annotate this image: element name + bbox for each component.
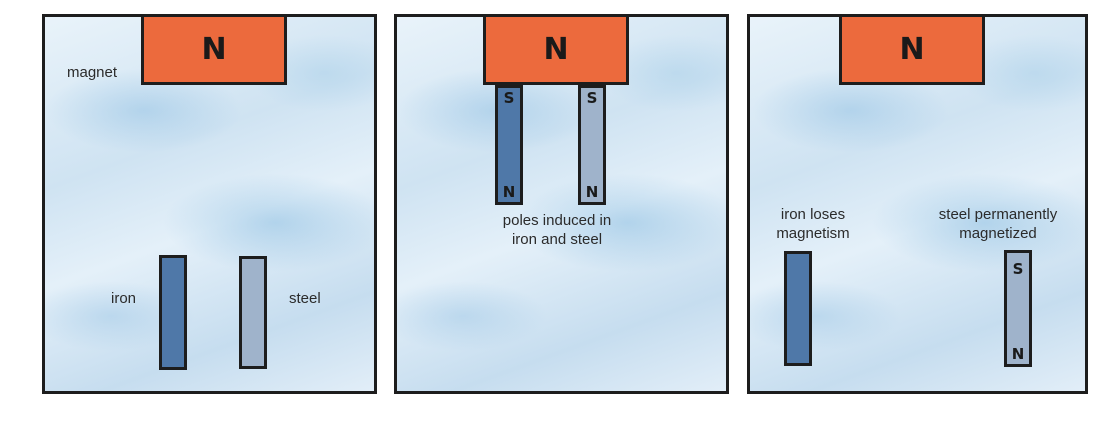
steel-bar-induced: S N xyxy=(578,85,606,205)
steel-caption: steel permanently magnetized xyxy=(918,205,1078,243)
steel-caption-line-1: steel permanently xyxy=(938,206,1058,223)
steel-north-pole-label: N xyxy=(585,183,599,201)
iron-bar-induced: S N xyxy=(495,85,523,205)
iron-caption-line-1: iron loses xyxy=(780,206,846,223)
iron-caption: iron loses magnetism xyxy=(758,205,868,243)
induced-caption: poles induced in iron and steel xyxy=(457,211,657,249)
magnet-north-pole-label: N xyxy=(201,32,227,67)
magnet: N xyxy=(141,17,287,85)
induced-caption-line-1: poles induced in xyxy=(502,212,612,229)
steel-south-pole-label: S xyxy=(586,89,598,107)
iron-caption-line-2: magnetism xyxy=(776,225,850,242)
panel-before: N magnet iron steel xyxy=(42,14,377,394)
iron-south-pole-label: S xyxy=(503,89,515,107)
iron-bar-demagnetized xyxy=(784,251,812,366)
steel-caption-line-2: magnetized xyxy=(959,225,1037,242)
magnet-north-pole-label: N xyxy=(899,32,925,67)
steel-south-pole-label: S xyxy=(1012,260,1024,278)
induced-caption-line-2: iron and steel xyxy=(511,231,603,248)
magnet: N xyxy=(483,17,629,85)
panel-induced: N S N S N poles induced in iron and stee… xyxy=(394,14,729,394)
iron-label: iron xyxy=(111,290,137,307)
steel-north-pole-label: N xyxy=(1011,345,1025,363)
iron-north-pole-label: N xyxy=(502,183,516,201)
steel-bar-magnetized: S N xyxy=(1004,250,1032,367)
panel-after: N iron loses magnetism steel permanently… xyxy=(747,14,1088,394)
magnet-north-pole-label: N xyxy=(543,32,569,67)
iron-bar xyxy=(159,255,187,370)
magnet-label: magnet xyxy=(67,64,118,81)
steel-label: steel xyxy=(289,290,321,307)
steel-bar xyxy=(239,256,267,369)
magnet: N xyxy=(839,17,985,85)
